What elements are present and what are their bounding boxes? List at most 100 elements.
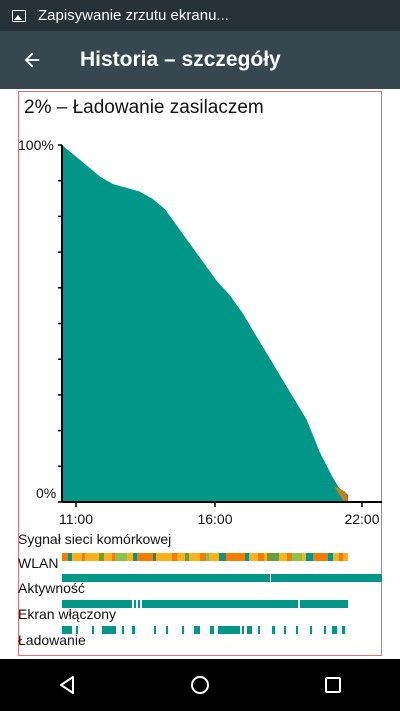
track-segment (279, 553, 287, 561)
track-segment (62, 553, 68, 561)
track-segment (332, 626, 337, 634)
arrow-back-icon (24, 52, 40, 68)
track-segment (333, 553, 339, 561)
notification-text: Zapisywanie zrzutu ekranu... (38, 7, 229, 24)
track-segment (185, 553, 189, 561)
track-segment (122, 626, 124, 634)
track-segment (92, 626, 94, 634)
status-bar: Zapisywanie zrzutu ekranu... (0, 0, 400, 31)
x-tick-label: 11:00 (59, 511, 93, 527)
content-frame (18, 91, 382, 656)
nav-recents-icon (325, 677, 342, 693)
track-segment (231, 553, 245, 561)
nav-home-button[interactable] (170, 659, 230, 711)
track-segment (156, 553, 172, 561)
track-segment (287, 553, 292, 561)
track-segment (200, 553, 206, 561)
track-segment (68, 553, 72, 561)
track-segment (219, 553, 226, 561)
track-segment (62, 626, 72, 634)
track-segment (310, 626, 312, 634)
page-title: Historia – szczegóły (80, 48, 281, 71)
track-segment (127, 553, 133, 561)
wlan-label: WLAN (18, 555, 59, 571)
battery-chart: 100% 0% 11:00 16:00 22:00 (18, 137, 382, 527)
chart-area-layer (62, 145, 348, 502)
track-segment (242, 626, 244, 634)
track-segment (112, 553, 115, 561)
track-segment (137, 553, 146, 561)
wlan-track (62, 569, 382, 587)
battery-level-area (62, 145, 348, 502)
nav-back-icon (59, 676, 74, 694)
track-segment (319, 553, 328, 561)
track-segment (72, 553, 82, 561)
track-segment (166, 626, 168, 634)
signal-track (62, 548, 382, 566)
track-segment (343, 553, 348, 561)
track-segment (194, 626, 200, 634)
track-segment (245, 553, 249, 561)
track-segment (76, 626, 78, 634)
nav-home-icon (190, 676, 209, 694)
track-segment (258, 553, 264, 561)
track-segment (104, 553, 112, 561)
x-tick-label: 22:00 (344, 511, 379, 527)
track-segment (189, 553, 200, 561)
screen-label: Ekran włączony (18, 606, 117, 622)
track-segment (271, 574, 382, 582)
track-segment (226, 553, 231, 561)
app-bar: Historia – szczegóły (0, 31, 400, 89)
track-segment (82, 553, 85, 561)
activity-label: Aktywność (18, 580, 85, 596)
track-segment (172, 553, 177, 561)
track-segment (138, 600, 140, 608)
track-segment (206, 553, 209, 561)
track-segment (62, 574, 270, 582)
track-segment (115, 553, 127, 561)
y-axis-bottom-label: 0% (36, 485, 56, 501)
track-segment (300, 600, 348, 608)
track-segment (272, 626, 275, 634)
track-segment (134, 600, 136, 608)
screen-track (62, 621, 382, 639)
track-segment (313, 553, 319, 561)
charging-segment (334, 486, 348, 502)
track-segment (146, 553, 153, 561)
track-segment (85, 553, 99, 561)
track-segment (267, 553, 279, 561)
y-axis-top-label: 100% (18, 137, 54, 153)
track-segment (154, 626, 156, 634)
track-segment (218, 626, 240, 634)
track-segment (210, 626, 213, 634)
signal-label: Sygnał sieci komórkowej (18, 531, 172, 547)
track-segment (339, 553, 343, 561)
track-segment (133, 553, 137, 561)
track-segment (342, 626, 345, 634)
x-tick-label: 16:00 (197, 511, 232, 527)
track-segment (258, 626, 260, 634)
nav-back-button[interactable] (37, 659, 97, 711)
track-segment (153, 553, 156, 561)
track-segment (264, 553, 267, 561)
chart-axes-layer (58, 144, 382, 507)
track-segment (302, 553, 306, 561)
track-segment (132, 626, 135, 634)
track-segment (142, 600, 298, 608)
battery-title: 2% – Ładowanie zasilaczem (24, 97, 264, 118)
nav-recents-button[interactable] (303, 659, 363, 711)
navigation-bar (0, 659, 400, 711)
track-segment (99, 553, 104, 561)
track-segment (212, 626, 214, 634)
activity-track (62, 595, 382, 613)
track-segment (177, 553, 185, 561)
track-segment (296, 626, 298, 634)
track-segment (328, 553, 333, 561)
track-segment (284, 626, 286, 634)
track-segment (249, 553, 258, 561)
back-button[interactable] (0, 31, 64, 89)
track-segment (209, 553, 219, 561)
track-segment (306, 553, 313, 561)
track-segment (247, 626, 252, 634)
charging-label: Ładowanie (18, 632, 86, 648)
